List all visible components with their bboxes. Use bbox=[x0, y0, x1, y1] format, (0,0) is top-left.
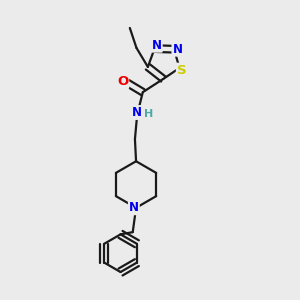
Text: S: S bbox=[177, 64, 187, 77]
Text: O: O bbox=[117, 75, 128, 88]
Text: N: N bbox=[152, 39, 162, 52]
Text: N: N bbox=[172, 43, 182, 56]
Text: H: H bbox=[144, 109, 153, 118]
Text: N: N bbox=[132, 106, 142, 119]
Text: N: N bbox=[129, 201, 139, 214]
